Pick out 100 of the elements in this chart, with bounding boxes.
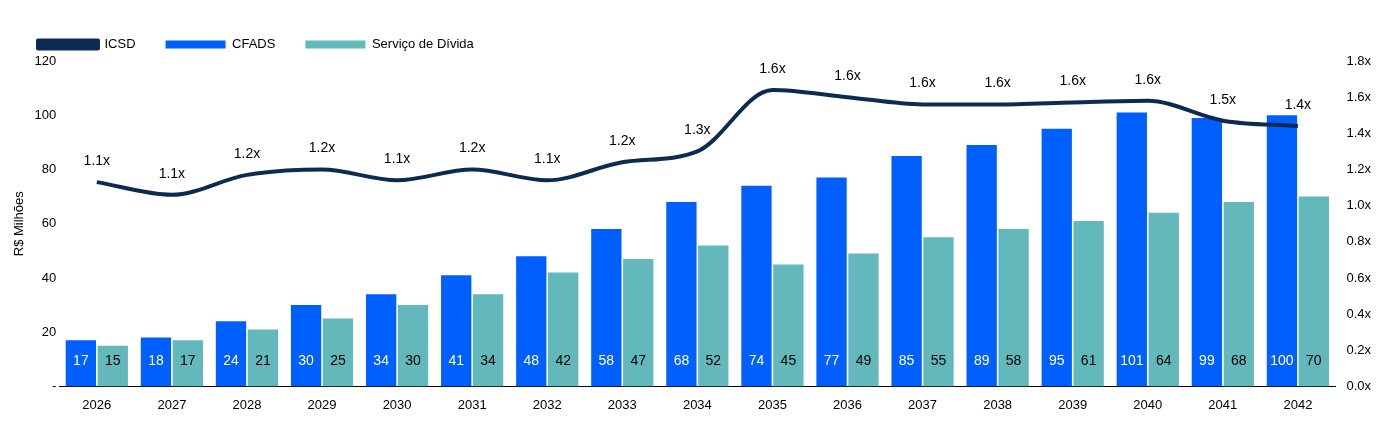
data-label: 58 (1005, 352, 1022, 369)
data-label: 34 (480, 352, 497, 369)
x-tick-label: 2031 (457, 396, 487, 412)
y2-tick-label: 0.6x (1346, 269, 1372, 285)
bar (1148, 212, 1179, 387)
data-label: 1.5x (1209, 90, 1237, 107)
data-label: 52 (705, 352, 722, 369)
data-label: 1.1x (533, 150, 561, 167)
bar (97, 345, 128, 387)
bar (966, 145, 997, 387)
y2-tick-label: 1.4x (1346, 124, 1372, 140)
data-label: 47 (630, 352, 647, 369)
bar (848, 253, 879, 387)
bar (1041, 128, 1072, 387)
data-label: 1.2x (308, 139, 336, 156)
data-label: 55 (930, 352, 947, 369)
data-label: 1.1x (158, 164, 186, 181)
bar (472, 294, 504, 387)
bar (172, 340, 203, 387)
bar (65, 340, 97, 387)
y-tick-label: 20 (41, 323, 57, 339)
data-label: 95 (1048, 352, 1065, 369)
bar (290, 305, 322, 387)
data-label: 17 (180, 352, 196, 369)
y2-tick-label: 1.2x (1346, 161, 1372, 177)
data-label: 1.2x (609, 132, 636, 149)
bar (998, 229, 1029, 387)
x-tick-label: 2030 (382, 396, 412, 412)
y2-tick-label: 1.6x (1346, 88, 1372, 104)
data-label: 48 (523, 352, 540, 369)
bar (215, 321, 247, 387)
bar (1073, 220, 1104, 387)
data-label: 45 (780, 352, 797, 369)
legend-label: ICSD (104, 36, 136, 52)
data-label: 41 (448, 352, 465, 369)
x-tick-label: 2035 (757, 396, 787, 412)
bar (816, 177, 847, 387)
data-label: 64 (1155, 352, 1172, 369)
y2-tick-label: 1.0x (1346, 197, 1372, 213)
y2-tick-label: 0.8x (1346, 233, 1372, 249)
x-tick-label: 2034 (682, 396, 712, 412)
y2-tick-label: 0.2x (1346, 341, 1372, 357)
bar (1298, 196, 1329, 387)
data-label: 30 (405, 352, 422, 369)
bar (365, 294, 397, 387)
data-label: 70 (1306, 352, 1322, 369)
data-label: 89 (973, 352, 990, 369)
bar (623, 258, 654, 387)
data-label: 1.1x (383, 150, 411, 167)
x-tick-label: 2027 (157, 396, 187, 412)
data-label: 101 (1120, 352, 1144, 369)
data-label: 24 (223, 352, 239, 369)
bar (891, 155, 922, 387)
data-label: 100 (1270, 352, 1294, 369)
data-label: 1.6x (984, 74, 1011, 91)
bar (666, 202, 697, 387)
bar (140, 337, 172, 387)
data-label: 1.3x (684, 121, 711, 138)
data-label: 17 (73, 352, 89, 369)
legend-label: Serviço de Dívida (371, 36, 475, 52)
y-tick-label: - (51, 377, 57, 393)
y2-tick-label: 1.8x (1346, 52, 1372, 68)
y-tick-label: 60 (41, 215, 57, 231)
x-tick-label: 2032 (532, 396, 562, 412)
data-label: 1.2x (233, 144, 261, 161)
y-tick-label: 80 (41, 161, 57, 177)
data-label: 25 (330, 352, 346, 369)
y-tick-label: 120 (34, 52, 57, 68)
bar (698, 245, 729, 387)
data-label: 18 (148, 352, 164, 369)
bar (1266, 115, 1298, 387)
bar (1223, 202, 1254, 387)
data-label: 1.2x (458, 139, 486, 156)
bar (247, 329, 279, 387)
data-label: 1.6x (1134, 70, 1161, 87)
x-tick-label: 2041 (1208, 396, 1238, 412)
bar (1116, 112, 1147, 387)
data-label: 74 (748, 352, 765, 369)
y2-tick-label: 0.0x (1346, 377, 1372, 393)
x-tick-label: 2037 (908, 396, 938, 412)
data-label: 1.6x (834, 67, 861, 84)
data-label: 1.6x (1059, 72, 1086, 89)
x-tick-label: 2029 (307, 396, 337, 412)
legend-label: CFADS (232, 36, 276, 52)
bar (322, 318, 354, 387)
data-label: 68 (1230, 352, 1247, 369)
data-label: 58 (598, 352, 615, 369)
data-label: 1.4x (1284, 95, 1312, 112)
x-tick-label: 2038 (983, 396, 1013, 412)
bar (516, 256, 547, 387)
data-label: 61 (1080, 352, 1097, 369)
y-tick-label: 100 (34, 106, 57, 122)
x-tick-label: 2036 (833, 396, 862, 412)
data-label: 68 (673, 352, 690, 369)
y2-tick-label: 0.4x (1346, 305, 1372, 321)
data-label: 1.1x (83, 151, 111, 168)
bar (741, 185, 772, 387)
data-label: 1.6x (759, 59, 786, 76)
data-label: 42 (555, 352, 572, 369)
data-label: 49 (855, 352, 872, 369)
